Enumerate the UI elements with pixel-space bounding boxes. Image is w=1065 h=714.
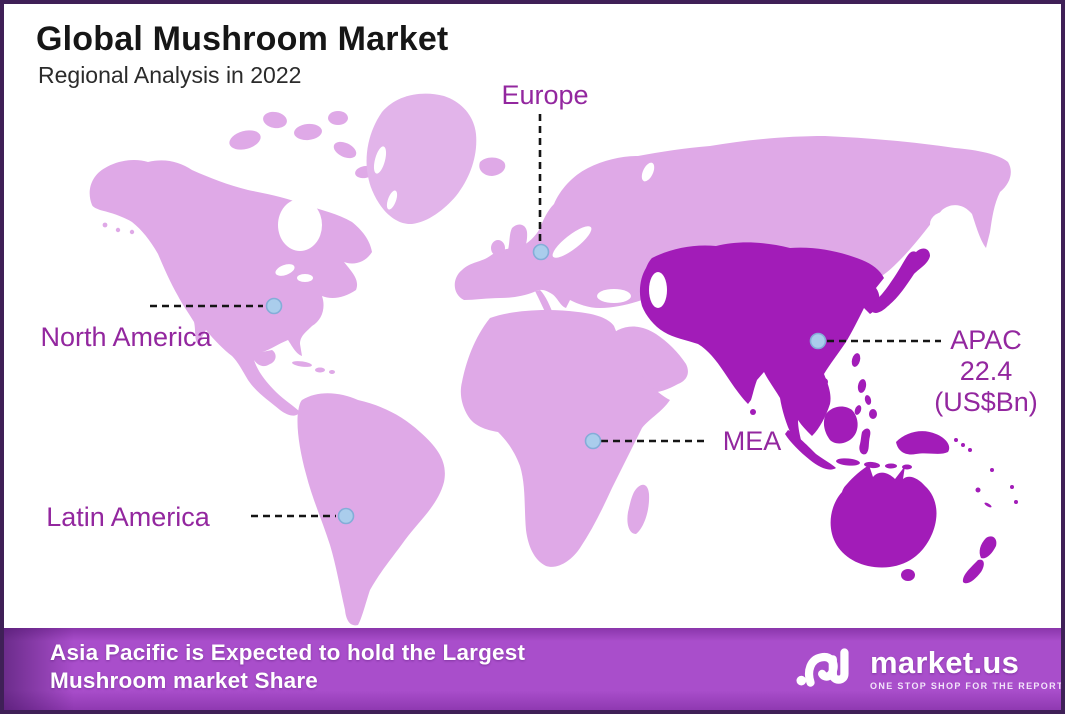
north-america-marker-dot — [265, 297, 283, 315]
label-apac-name: APAC — [950, 325, 1022, 355]
region-apac-shape — [639, 242, 1018, 584]
label-apac-unit: (US$Bn) — [934, 387, 1038, 417]
mea-marker-dot — [584, 432, 602, 450]
label-north-america: North America — [40, 322, 212, 352]
page-title: Global Mushroom Market — [36, 20, 449, 58]
apac-marker-dot — [809, 332, 827, 350]
region-south-america-shape — [292, 361, 445, 626]
label-latin-america: Latin America — [46, 502, 210, 532]
brand-tagline: ONE STOP SHOP FOR THE REPORTS — [870, 681, 1065, 691]
europe-marker-dot — [532, 243, 550, 261]
brand-logo: market.us ONE STOP SHOP FOR THE REPORTS — [796, 638, 1065, 700]
latin-america-marker-dot — [337, 507, 355, 525]
label-mea: MEA — [722, 426, 782, 456]
footer-headline: Asia Pacific is Expected to hold the Lar… — [50, 639, 525, 695]
leader-lines — [150, 114, 941, 518]
region-mea-shape — [460, 310, 688, 567]
label-apac: APAC 22.4 (US$Bn) — [922, 325, 1050, 418]
page-subtitle: Regional Analysis in 2022 — [38, 62, 302, 88]
marketus-logo-icon — [796, 648, 849, 687]
label-apac-value: 22.4 — [959, 356, 1013, 386]
brand-name: market.us — [870, 645, 1020, 680]
footer-headline-line1: Asia Pacific is Expected to hold the Lar… — [50, 640, 526, 665]
label-europe: Europe — [501, 80, 589, 110]
region-north-america-shape — [89, 111, 375, 416]
footer-headline-line2: Mushroom market Share — [50, 668, 319, 693]
sea-cutouts — [275, 146, 966, 308]
map-markers — [265, 243, 827, 525]
footer-banner: Asia Pacific is Expected to hold the Lar… — [4, 628, 1065, 710]
